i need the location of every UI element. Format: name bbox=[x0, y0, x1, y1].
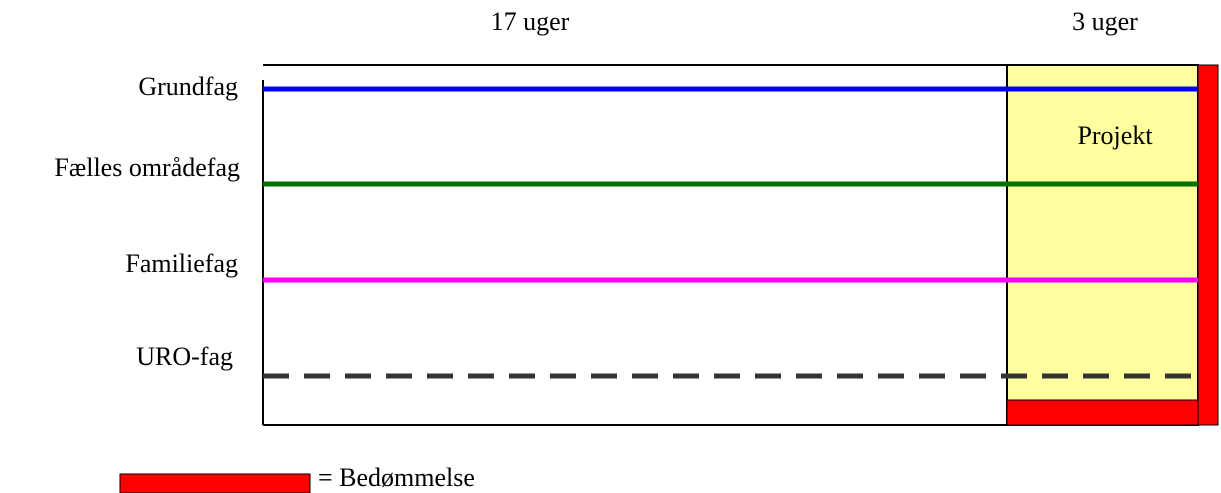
legend-label: = Bedømmelse bbox=[318, 463, 475, 492]
period-label: 3 uger bbox=[1072, 7, 1138, 36]
project-label: Projekt bbox=[1077, 121, 1153, 150]
row-label: Grundfag bbox=[138, 72, 238, 101]
row-label: Fælles områdefag bbox=[54, 153, 240, 182]
row-label: Familiefag bbox=[125, 249, 238, 278]
project-period bbox=[1006, 64, 1199, 426]
final-assessment-bar bbox=[1197, 64, 1219, 426]
project-assessment-bar bbox=[1006, 399, 1199, 426]
row-label: URO-fag bbox=[136, 342, 233, 371]
period-label: 17 uger bbox=[491, 7, 570, 36]
course-period-frame bbox=[262, 64, 1007, 426]
legend-swatch bbox=[119, 473, 311, 493]
